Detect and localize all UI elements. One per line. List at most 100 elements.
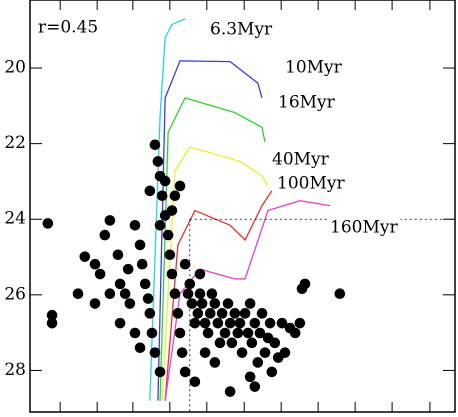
star-point — [194, 288, 206, 299]
isochrone-label: 160Myr — [330, 218, 398, 238]
star-point — [224, 386, 236, 397]
star-point — [72, 288, 84, 299]
star-point — [216, 308, 228, 319]
star-point — [259, 347, 271, 358]
isochrone-label: 16Myr — [278, 93, 336, 113]
star-point — [146, 327, 158, 339]
star-point — [236, 347, 248, 358]
star-point — [124, 298, 136, 309]
star-point — [142, 293, 154, 304]
star-point — [154, 366, 166, 378]
star-point — [194, 268, 206, 280]
star-point — [122, 263, 134, 275]
star-point — [299, 278, 311, 290]
y-tick-label: 28 — [4, 360, 26, 380]
star-point — [166, 268, 178, 280]
star-point — [104, 288, 116, 299]
star-point — [94, 268, 106, 280]
star-point — [179, 258, 191, 270]
y-tick-label: 20 — [4, 58, 26, 78]
star-point — [202, 327, 214, 339]
star-point — [226, 337, 238, 349]
star-point — [164, 249, 176, 261]
star-point — [289, 327, 301, 339]
plot-frame — [29, 0, 456, 413]
star-point — [269, 337, 281, 349]
star-point — [196, 298, 208, 309]
star-point — [144, 308, 156, 319]
star-point — [149, 347, 161, 358]
star-point — [222, 298, 234, 309]
isochrone — [157, 60, 263, 401]
star-point — [179, 366, 191, 378]
star-point — [204, 308, 216, 319]
star-point — [189, 317, 201, 329]
star-point — [234, 317, 246, 329]
y-tick-label: 22 — [4, 133, 26, 153]
star-point — [276, 317, 288, 329]
star-point — [42, 218, 54, 229]
star-point — [136, 258, 148, 270]
star-point — [249, 381, 261, 392]
isochrone — [164, 200, 331, 401]
star-point — [99, 229, 111, 241]
star-point — [199, 347, 211, 358]
star-point — [219, 327, 231, 339]
isochrone — [159, 97, 266, 401]
star-point — [152, 156, 164, 167]
star-point — [129, 219, 141, 231]
star-point — [144, 185, 156, 197]
star-point — [209, 357, 221, 368]
star-point — [134, 342, 146, 354]
isochrone — [149, 18, 186, 401]
star-point — [242, 327, 254, 339]
label-background — [328, 217, 401, 238]
star-point — [184, 278, 196, 290]
isochrone-label: 6.3Myr — [210, 20, 273, 40]
star-point — [199, 317, 211, 329]
isochrone-label: 10Myr — [285, 58, 343, 78]
star-point — [114, 278, 126, 290]
star-point — [79, 251, 91, 262]
isochrone — [164, 190, 273, 401]
star-point — [174, 180, 186, 192]
star-point — [224, 317, 236, 329]
star-point — [156, 190, 168, 202]
star-point — [104, 215, 116, 226]
star-point — [254, 327, 266, 339]
star-point — [149, 139, 161, 151]
star-point — [294, 317, 306, 329]
star-point — [209, 298, 221, 309]
star-point — [229, 308, 241, 319]
star-point — [119, 288, 131, 299]
star-point — [244, 371, 256, 383]
star-point — [334, 288, 346, 299]
star-point — [112, 249, 124, 261]
star-point — [266, 366, 278, 378]
star-point — [256, 308, 268, 319]
star-point — [89, 298, 101, 309]
star-point — [89, 258, 101, 270]
isochrone-label: 40Myr — [272, 150, 330, 170]
star-point — [46, 309, 58, 321]
star-point — [134, 239, 146, 251]
isochrone-label: 100Myr — [277, 174, 345, 194]
star-point — [166, 205, 178, 216]
star-point — [232, 327, 244, 339]
star-point — [159, 175, 171, 187]
star-point — [252, 357, 264, 368]
star-point — [214, 337, 226, 349]
star-point — [206, 288, 218, 299]
star-point — [174, 327, 186, 339]
star-point — [176, 347, 188, 358]
star-point — [244, 298, 256, 309]
star-point — [186, 298, 198, 309]
star-point — [279, 347, 291, 358]
star-point — [114, 317, 126, 329]
star-point — [154, 219, 166, 231]
star-point — [264, 317, 276, 329]
star-point — [249, 317, 261, 329]
star-point — [212, 317, 224, 329]
star-point — [169, 288, 181, 299]
